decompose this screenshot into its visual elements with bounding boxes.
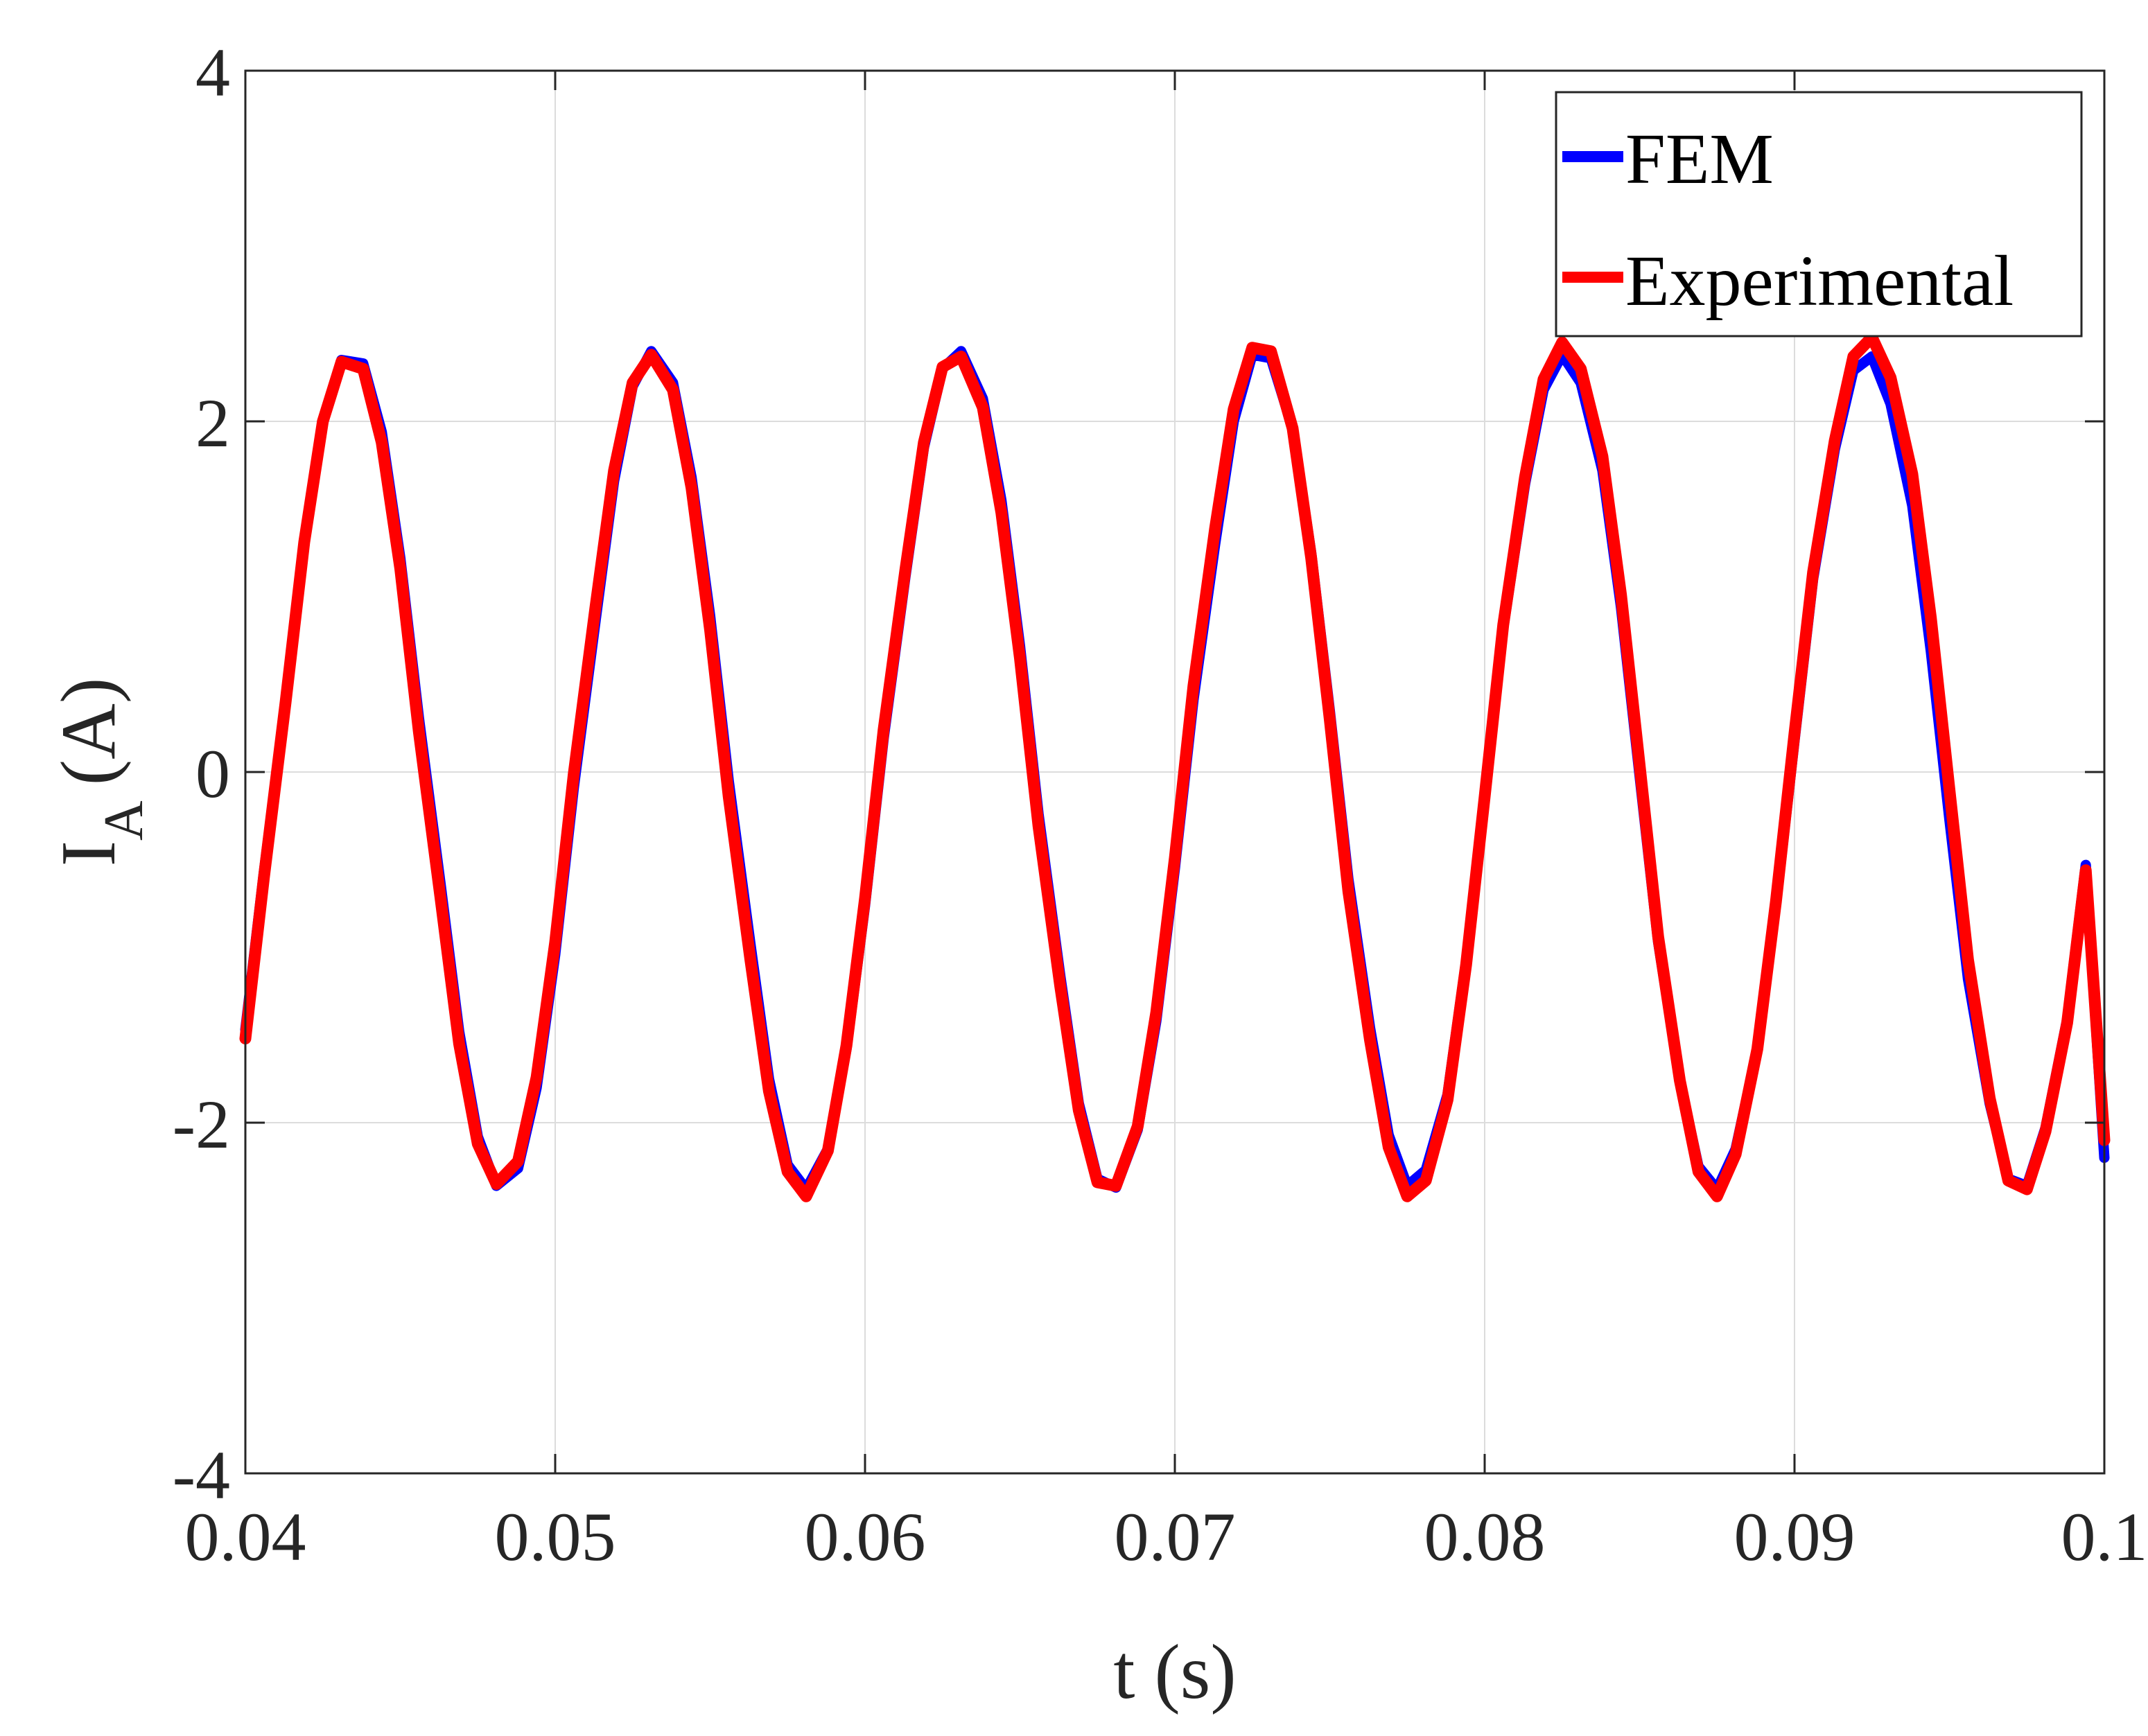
y-tick-label: 0 xyxy=(195,735,230,812)
legend-label-fem: FEM xyxy=(1625,119,1774,199)
legend-box xyxy=(1555,91,2083,337)
x-tick-label: 0.09 xyxy=(1734,1498,1856,1575)
x-tick-label: 0.06 xyxy=(805,1498,926,1575)
legend: FEM Experimental xyxy=(1555,91,2083,337)
svg-text:IA(A): IA (A) xyxy=(46,678,155,867)
y-tick-label: -2 xyxy=(173,1086,230,1163)
y-tick-labels: -4 -2 0 2 4 xyxy=(173,34,230,1514)
legend-label-experimental: Experimental xyxy=(1625,241,2014,321)
x-tick-label: 0.07 xyxy=(1115,1498,1236,1575)
y-tick-label: -4 xyxy=(173,1437,230,1514)
series-layer xyxy=(239,331,2111,1202)
x-tick-label: 0.08 xyxy=(1424,1498,1546,1575)
y-axis-title-unit: (A) xyxy=(46,678,132,785)
y-axis-title-subscript: A xyxy=(94,800,155,841)
y-tick-label: 2 xyxy=(195,385,230,462)
y-tick-label: 4 xyxy=(195,34,230,111)
series-line-experimental xyxy=(239,331,2111,1202)
axis-ticks xyxy=(244,69,2106,1475)
y-axis-title-main: I xyxy=(46,841,132,866)
x-tick-label: 0.05 xyxy=(495,1498,616,1575)
x-axis-title: t (s) xyxy=(1113,1629,1236,1715)
x-tick-labels: 0.04 0.05 0.06 0.07 0.08 0.09 0.1 xyxy=(185,1498,2148,1575)
x-tick-label: 0.04 xyxy=(185,1498,306,1575)
y-axis-title: IA (A) xyxy=(46,678,155,867)
x-tick-label: 0.1 xyxy=(2061,1498,2148,1575)
